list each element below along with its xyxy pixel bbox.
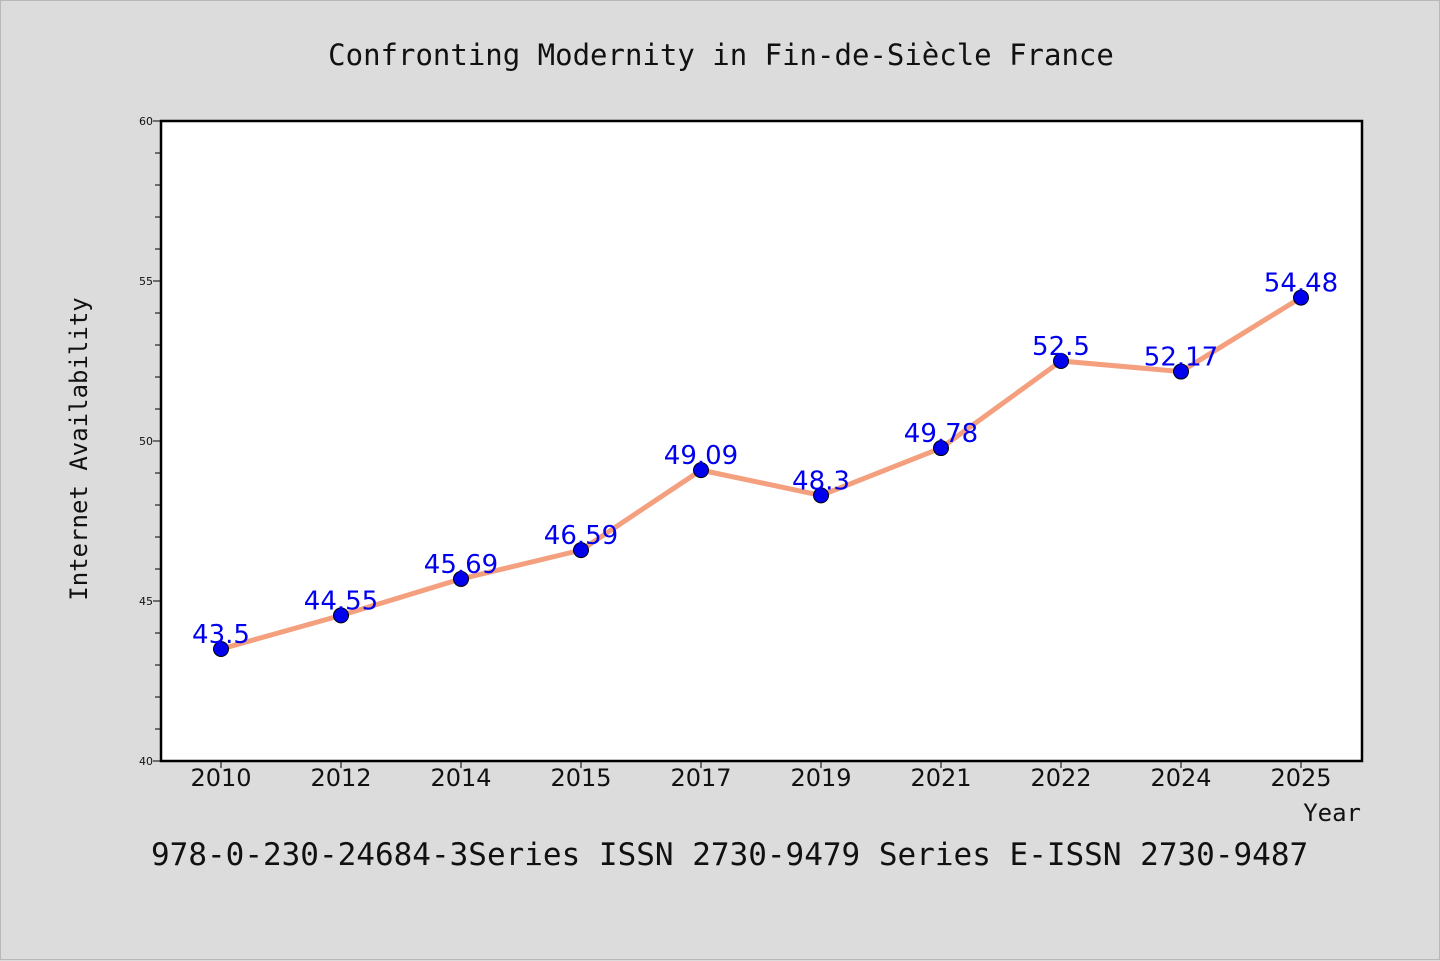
data-point xyxy=(1173,363,1189,380)
data-labels: 43.5 44.55 45.69 46.59 49.09 48.3 49.78 52.5 52.… xyxy=(192,269,1338,650)
x-tick-label: 2014 xyxy=(430,764,491,792)
x-tick-label: 2021 xyxy=(910,764,971,792)
data-point xyxy=(573,542,589,559)
data-label: 49.09 xyxy=(664,441,738,471)
x-tick-label: 2025 xyxy=(1270,764,1331,792)
x-tick-label: 2019 xyxy=(790,764,851,792)
x-tick-label: 2024 xyxy=(1150,764,1211,792)
y-axis-label: Internet Availability xyxy=(65,297,93,600)
data-label: 46.59 xyxy=(544,521,618,551)
data-label: 52.17 xyxy=(1144,343,1218,373)
y-tick-label: 50 xyxy=(139,435,153,448)
y-tick-label: 60 xyxy=(139,115,153,128)
series-line xyxy=(218,295,1304,652)
data-label: 45.69 xyxy=(424,550,498,580)
data-point xyxy=(453,570,469,587)
x-tick-label: 2010 xyxy=(190,764,251,792)
x-tick-label: 2015 xyxy=(550,764,611,792)
x-tick-label: 2012 xyxy=(310,764,371,792)
x-tick-label: 2022 xyxy=(1030,764,1091,792)
data-point xyxy=(1053,353,1069,369)
x-axis-ticks: 2010 2012 2014 2015 2017 2019 2021 2022 2024 2025 xyxy=(190,761,1332,792)
x-tick-label: 2017 xyxy=(670,764,731,792)
isbn-issn-footer: 978-0-230-24684-3Series ISSN 2730-9479 S… xyxy=(151,837,1308,873)
data-label: 49.78 xyxy=(904,419,978,449)
data-point xyxy=(693,462,709,479)
data-label: 44.55 xyxy=(304,586,378,616)
data-point xyxy=(813,487,829,504)
y-tick-label: 55 xyxy=(139,275,153,288)
data-point xyxy=(213,641,229,657)
y-axis-ticks: 40 45 50 55 60 xyxy=(139,115,161,768)
data-label: 48.3 xyxy=(792,466,850,496)
series-markers xyxy=(213,289,1309,657)
data-label: 54.48 xyxy=(1264,269,1338,299)
y-tick-label: 45 xyxy=(139,595,153,608)
data-label: 43.5 xyxy=(192,620,250,650)
data-point xyxy=(333,607,349,624)
data-point xyxy=(933,440,949,457)
plot-area xyxy=(159,119,1364,763)
y-tick-label: 40 xyxy=(139,755,153,768)
x-axis-label: Year xyxy=(1303,799,1361,827)
data-label: 52.5 xyxy=(1032,332,1090,362)
chart-title: Confronting Modernity in Fin-de-Siècle F… xyxy=(328,38,1114,72)
data-point xyxy=(1293,289,1309,306)
